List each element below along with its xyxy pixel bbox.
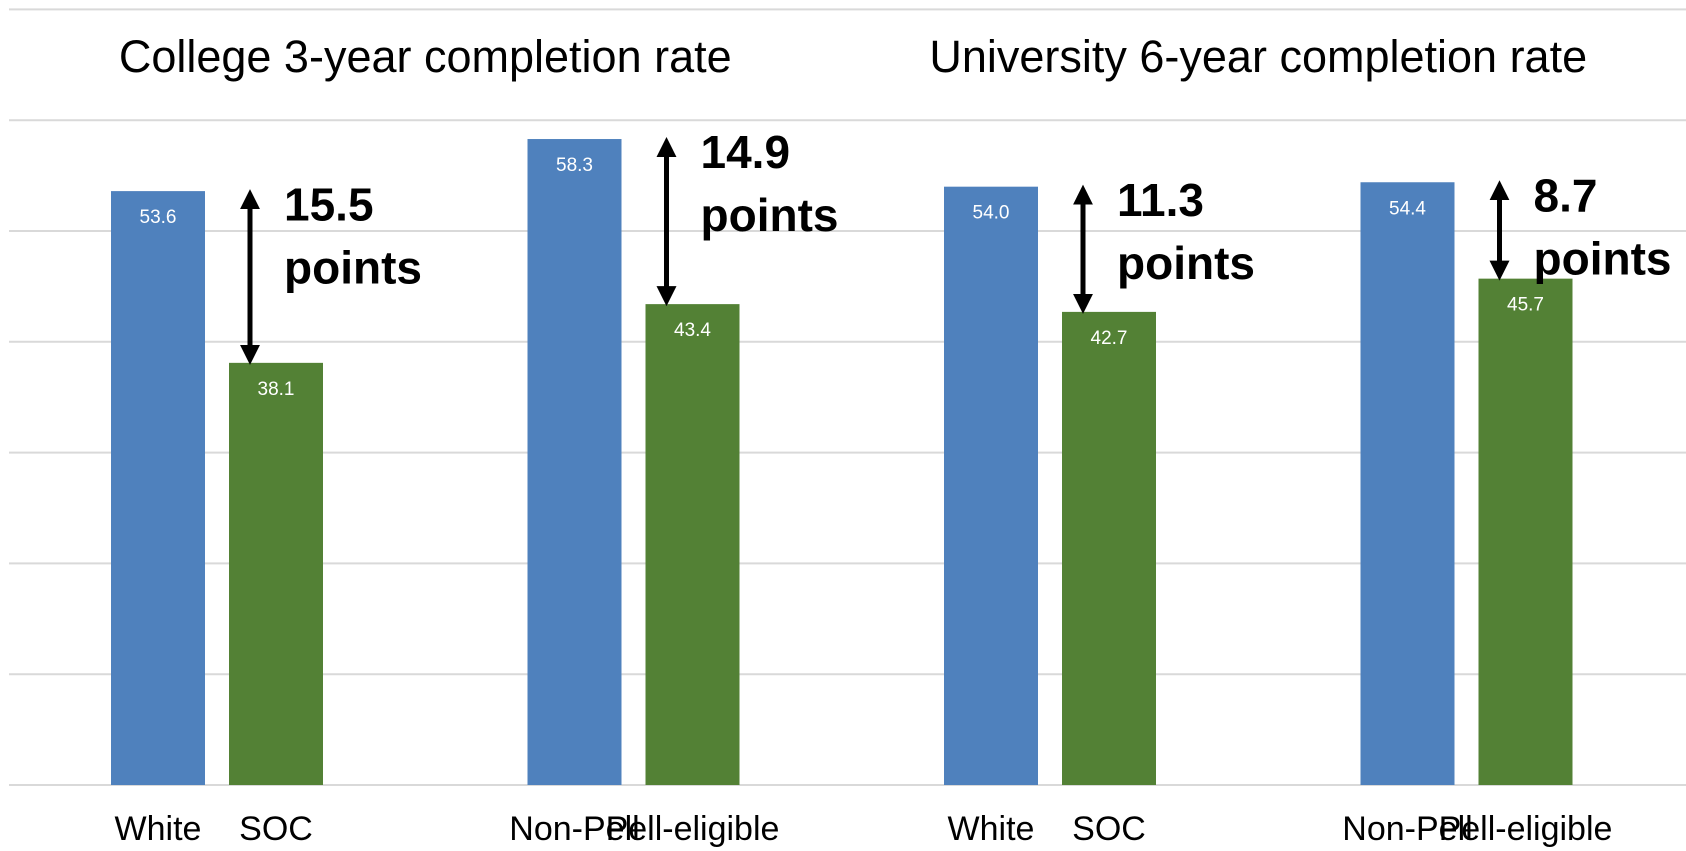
- x-tick-label: Pell-eligible: [606, 810, 780, 848]
- x-tick-label: Pell-eligible: [1439, 810, 1613, 848]
- annotation-unit: points: [701, 189, 839, 241]
- group-title: College 3-year completion rate: [119, 31, 732, 82]
- annotation-unit: points: [1117, 237, 1255, 289]
- value-label: 54.4: [1389, 198, 1426, 219]
- group-title: University 6-year completion rate: [929, 31, 1587, 82]
- bar: [1062, 311, 1156, 785]
- x-tick-label: Non-Pell: [1342, 810, 1472, 848]
- annotation-unit: points: [1534, 232, 1672, 284]
- x-tick-label: White: [115, 810, 202, 848]
- value-label: 43.4: [674, 320, 711, 341]
- value-label: 54.0: [973, 203, 1010, 224]
- x-tick-label: SOC: [239, 810, 313, 848]
- bar: [111, 191, 205, 785]
- value-label: 42.7: [1091, 328, 1128, 349]
- bar: [1478, 278, 1573, 785]
- bar: [527, 139, 622, 785]
- bar: [944, 186, 1038, 785]
- value-label: 58.3: [556, 155, 593, 176]
- annotation-unit: points: [284, 241, 422, 293]
- bar: [645, 304, 740, 785]
- value-label: 45.7: [1507, 295, 1544, 316]
- value-label: 53.6: [140, 207, 177, 228]
- annotation-value: 8.7: [1534, 169, 1598, 221]
- annotation-value: 15.5: [284, 178, 374, 230]
- annotation-value: 14.9: [701, 126, 791, 178]
- x-tick-label: Non-Pell: [509, 810, 639, 848]
- x-tick-label: SOC: [1072, 810, 1146, 848]
- value-label: 38.1: [258, 379, 295, 400]
- annotation-value: 11.3: [1117, 174, 1204, 226]
- bar: [229, 362, 323, 785]
- bar: [1360, 182, 1455, 786]
- x-tick-label: White: [948, 810, 1035, 848]
